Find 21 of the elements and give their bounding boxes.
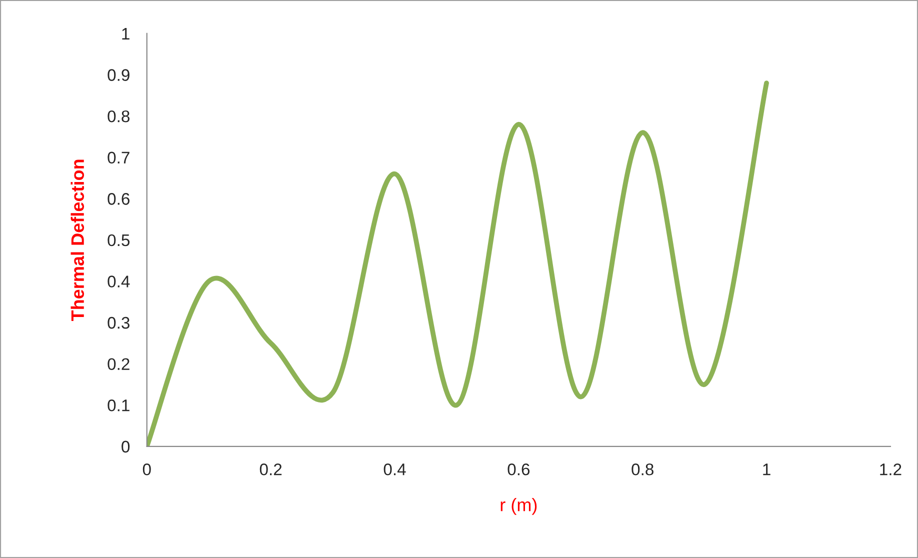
y-tick-label: 0.3 [108, 316, 130, 329]
x-axis-title: r (m) [500, 498, 537, 515]
y-tick-label: 0.7 [108, 152, 130, 164]
x-tick-label: 0.2 [260, 464, 282, 476]
y-tick-label: 0 [122, 440, 130, 453]
y-tick-label: 0.9 [108, 69, 130, 81]
x-tick-label: 0.4 [384, 464, 406, 476]
line-series [146, 80, 769, 446]
x-tick-label: 1 [763, 464, 770, 476]
y-tick-label: 0.2 [108, 358, 130, 370]
y-tick-label: 0.5 [108, 234, 130, 246]
y-tick-label: 0.4 [108, 276, 130, 288]
y-tick-label: 1 [122, 28, 130, 40]
x-tick-label: 0.8 [632, 464, 654, 476]
y-tick-label: 0.6 [108, 193, 130, 205]
y-tick-label: 0.8 [108, 110, 130, 122]
x-tick-label: 1.2 [880, 464, 902, 476]
x-tick-label: 0.6 [508, 464, 530, 476]
y-tick-label: 0.1 [108, 400, 130, 412]
x-tick-label: 0 [142, 464, 151, 476]
y-axis-title: Thermal Deflection [70, 160, 84, 321]
